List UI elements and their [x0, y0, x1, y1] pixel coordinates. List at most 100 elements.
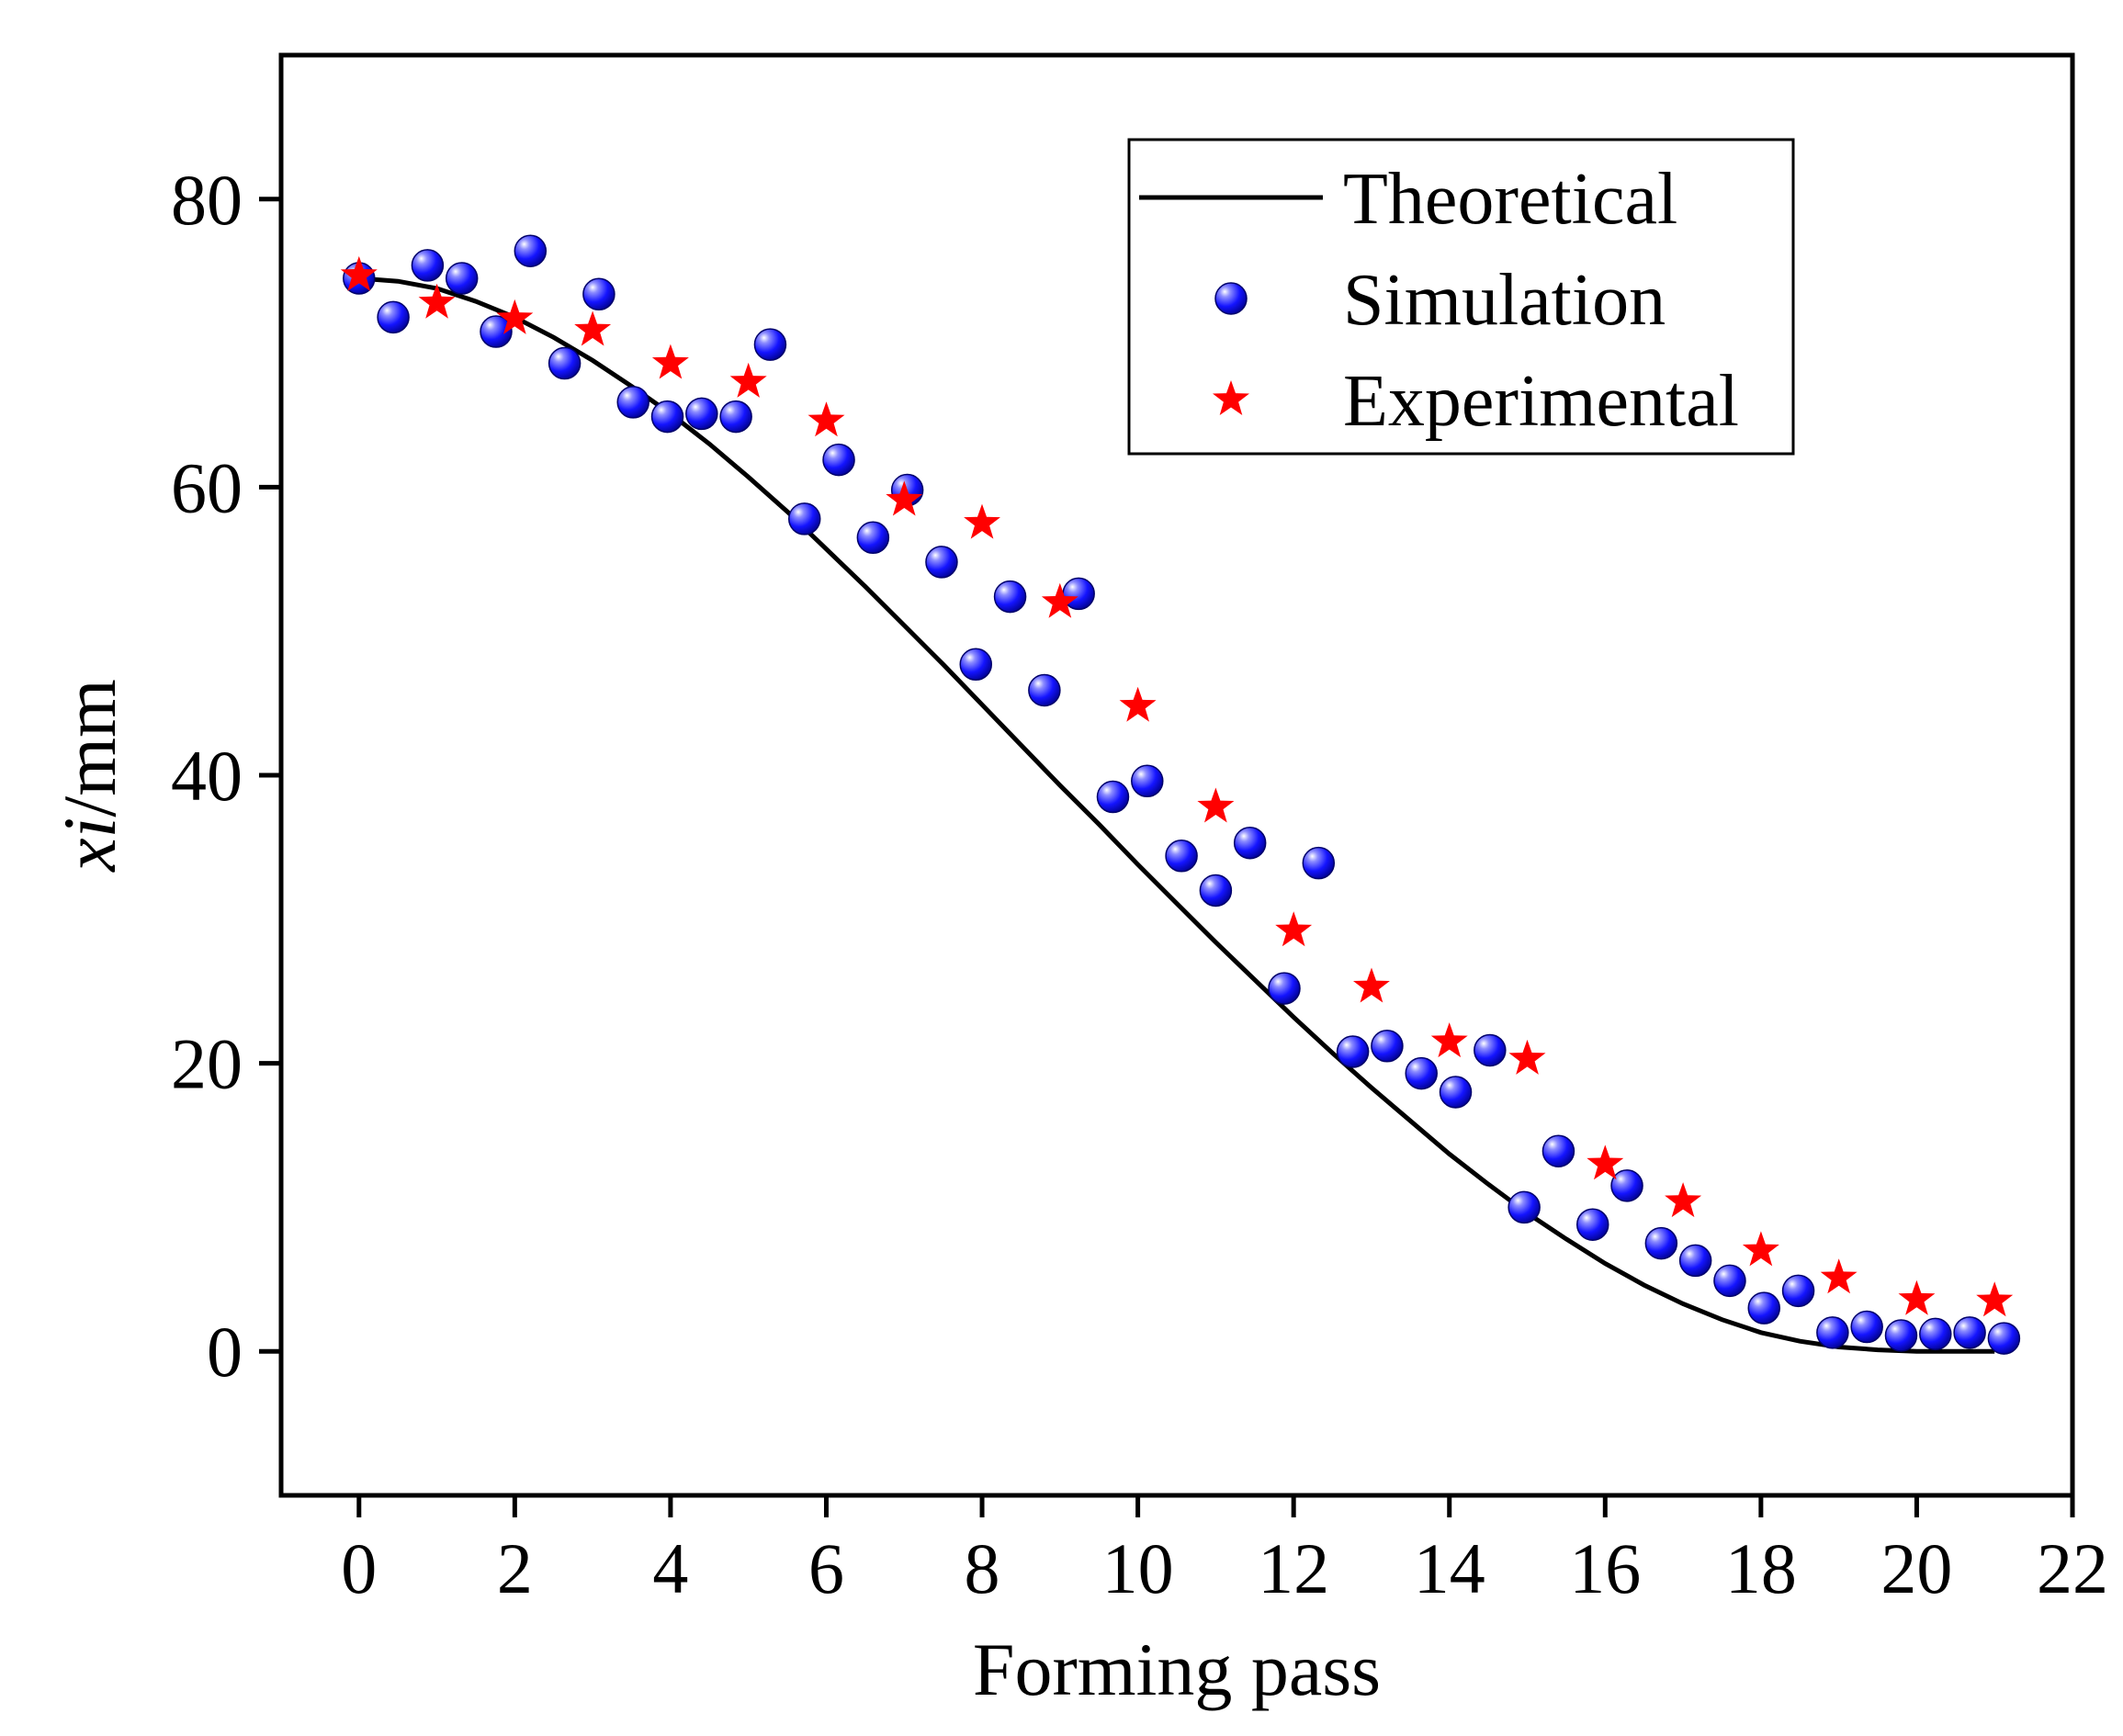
simulation-point [685, 397, 718, 431]
simulation-point [787, 502, 821, 535]
experimental-point [1353, 967, 1390, 1003]
simulation-point [1713, 1264, 1746, 1298]
experimental-point [807, 401, 845, 437]
x-tick-label: 12 [1258, 1528, 1329, 1608]
x-tick-label: 18 [1725, 1528, 1797, 1608]
simulation-point [1439, 1076, 1473, 1109]
y-axis: 0 20 40 60 80 [171, 160, 281, 1392]
experimental-point [340, 255, 378, 291]
experimental-point [1665, 1182, 1702, 1218]
legend-label: Experimental [1343, 361, 1739, 442]
simulation-point [1850, 1310, 1883, 1344]
simulation-point [1096, 780, 1130, 814]
simulation-point [1575, 1208, 1609, 1241]
simulation-point [1884, 1319, 1918, 1352]
simulation-point [1371, 1030, 1404, 1063]
legend-label: Theoretical [1343, 159, 1677, 240]
x-axis: 0 2 4 6 8 10 12 14 16 18 20 22 [341, 1495, 2108, 1608]
x-tick-label: 22 [2037, 1528, 2108, 1608]
experimental-point [886, 480, 923, 516]
experimental-point [1587, 1144, 1624, 1180]
simulation-point [856, 521, 890, 555]
experimental-point [651, 344, 689, 379]
experimental-point [1430, 1022, 1468, 1058]
x-tick-label: 0 [341, 1528, 377, 1608]
experimental-point [1197, 787, 1235, 823]
experimental-point [496, 299, 534, 334]
y-tick-label: 60 [171, 447, 243, 527]
simulation-point [1610, 1169, 1643, 1202]
experimental-point [574, 310, 612, 346]
x-tick-label: 10 [1102, 1528, 1174, 1608]
simulation-point [1953, 1316, 1986, 1349]
x-tick-label: 4 [652, 1528, 688, 1608]
simulation-point [1987, 1322, 2021, 1355]
experimental-point [1275, 911, 1313, 947]
x-tick-label: 20 [1880, 1528, 1952, 1608]
y-tick-label: 0 [207, 1312, 243, 1392]
simulation-point [993, 580, 1027, 614]
y-axis-title-italic: xi [48, 817, 131, 873]
simulation-point [1474, 1033, 1507, 1067]
simulation-point [1233, 826, 1267, 860]
simulation-point [582, 277, 615, 311]
experimental-point [729, 362, 767, 398]
x-axis-title: Forming pass [973, 1628, 1381, 1711]
experimental-point [1119, 686, 1157, 722]
simulation-point [1062, 577, 1095, 611]
experimental-point [1976, 1281, 2014, 1317]
y-tick-label: 20 [171, 1024, 243, 1104]
simulation-point [1199, 874, 1233, 907]
experimental-point [1041, 582, 1078, 618]
x-tick-label: 6 [808, 1528, 844, 1608]
legend-swatch-star [1213, 380, 1249, 415]
simulation-point [753, 328, 787, 361]
simulation-point [445, 262, 479, 295]
simulation-point [1747, 1291, 1781, 1325]
experimental-point [1508, 1039, 1546, 1075]
experimental-point [418, 283, 456, 319]
simulation-point [1302, 846, 1336, 880]
simulation-point [411, 249, 445, 282]
experimental-point [1820, 1258, 1858, 1294]
x-tick-label: 16 [1569, 1528, 1641, 1608]
legend: Theoretical Simulation Experimental [1127, 138, 1795, 456]
legend-swatch-sphere [1214, 282, 1248, 315]
y-tick-label: 40 [171, 736, 243, 816]
x-tick-label: 8 [965, 1528, 1000, 1608]
simulation-point [548, 346, 582, 380]
simulation-point [1678, 1244, 1712, 1278]
simulation-point [1268, 972, 1301, 1005]
simulation-point [1336, 1035, 1370, 1068]
series-layer [340, 234, 2021, 1355]
x-tick-label: 2 [497, 1528, 533, 1608]
y-tick-label: 80 [171, 160, 243, 240]
legend-label: Simulation [1343, 260, 1666, 341]
simulation-point [650, 400, 684, 434]
simulation-point [1165, 840, 1198, 873]
simulation-point [1028, 673, 1061, 707]
simulation-point [377, 300, 410, 334]
simulation-point [1541, 1134, 1575, 1167]
simulation-point [1781, 1274, 1815, 1308]
y-axis-title: xi/mm [48, 679, 131, 873]
simulation-point [514, 234, 548, 267]
simulation-point [1508, 1190, 1541, 1224]
simulation-point [925, 546, 958, 579]
simulation-point [1405, 1056, 1438, 1090]
y-axis-title-unit: /mm [48, 679, 131, 817]
simulation-point [719, 400, 752, 434]
simulation-point [1816, 1316, 1849, 1349]
experimental-point [1742, 1231, 1779, 1267]
simulation-point [616, 386, 649, 419]
simulation-point [1644, 1226, 1678, 1260]
experimental-point [964, 503, 1000, 539]
simulation-point [1131, 764, 1164, 798]
x-tick-label: 14 [1414, 1528, 1485, 1608]
simulation-point [480, 315, 513, 348]
simulation-point [959, 648, 993, 682]
simulation-point [822, 443, 855, 477]
experimental-point [1898, 1279, 1936, 1315]
simulation-point [1919, 1317, 1952, 1351]
